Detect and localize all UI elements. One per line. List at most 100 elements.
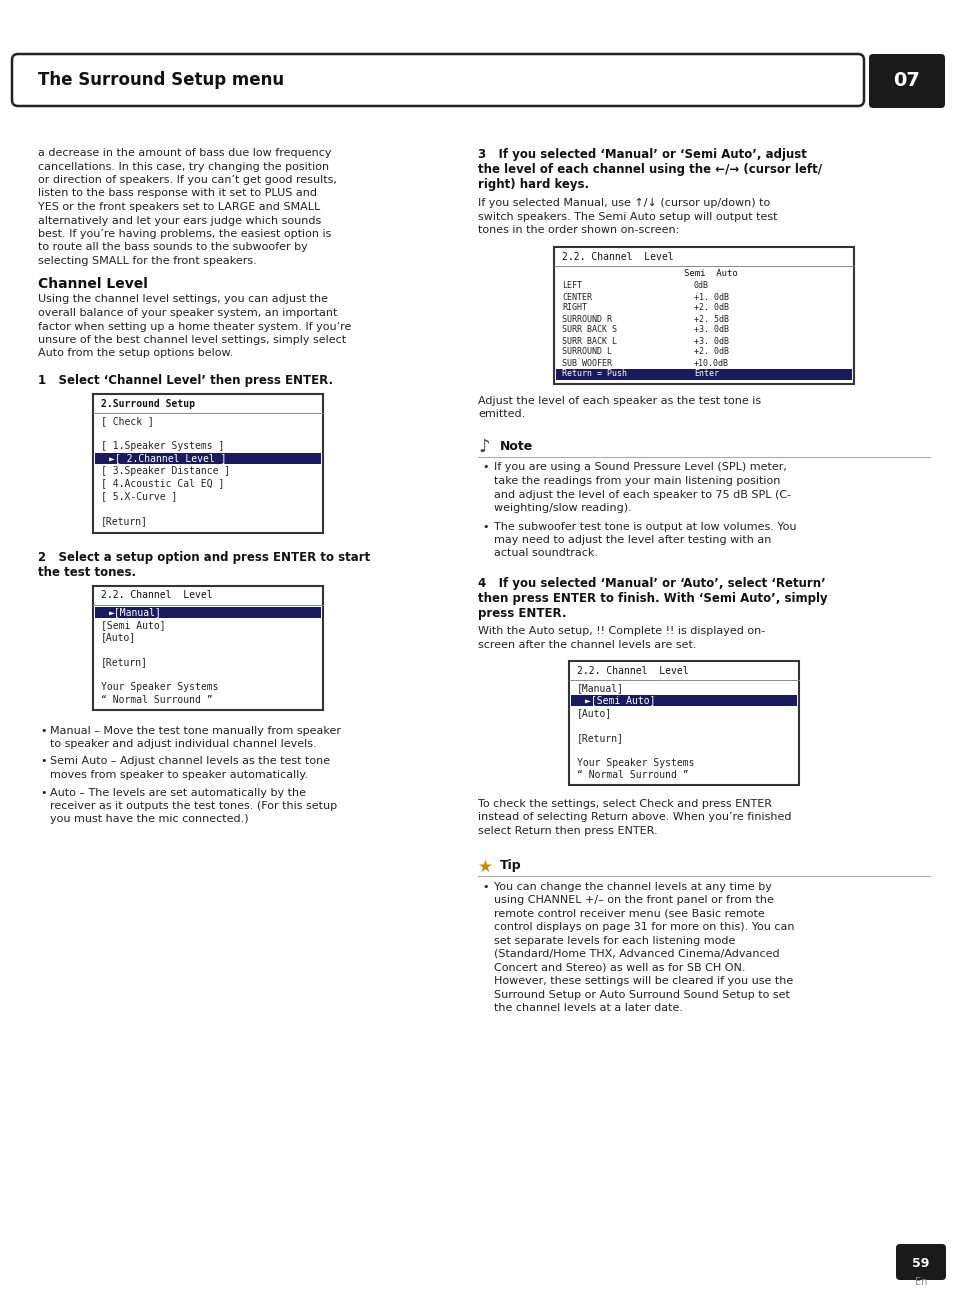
Text: If you selected Manual, use ↑/↓ (cursor up/down) to: If you selected Manual, use ↑/↓ (cursor …	[477, 198, 769, 208]
Text: 2.2. Channel  Level: 2.2. Channel Level	[577, 665, 688, 676]
Text: instead of selecting Return above. When you’re finished: instead of selecting Return above. When …	[477, 812, 791, 823]
Text: +3. 0dB: +3. 0dB	[693, 325, 728, 334]
Text: tones in the order shown on-screen:: tones in the order shown on-screen:	[477, 225, 679, 234]
Text: 2.2. Channel  Level: 2.2. Channel Level	[101, 591, 213, 600]
Bar	[92, 586, 323, 710]
Text: the test tones.: the test tones.	[38, 566, 136, 579]
Text: the channel levels at a later date.: the channel levels at a later date.	[494, 1003, 682, 1013]
Text: ►[Semi Auto]: ►[Semi Auto]	[584, 696, 655, 706]
Text: ►[ 2.Channel Level ]: ►[ 2.Channel Level ]	[109, 453, 226, 464]
Text: Enter: Enter	[693, 369, 719, 379]
Text: receiver as it outputs the test tones. (For this setup: receiver as it outputs the test tones. (…	[50, 800, 336, 811]
Text: However, these settings will be cleared if you use the: However, these settings will be cleared …	[494, 976, 792, 986]
Text: set separate levels for each listening mode: set separate levels for each listening m…	[494, 935, 735, 946]
Text: Using the channel level settings, you can adjust the: Using the channel level settings, you ca…	[38, 295, 328, 304]
Text: take the readings from your main listening position: take the readings from your main listeni…	[494, 476, 780, 486]
Text: screen after the channel levels are set.: screen after the channel levels are set.	[477, 639, 696, 650]
Text: [Auto]: [Auto]	[577, 707, 612, 718]
Text: [ 1.Speaker Systems ]: [ 1.Speaker Systems ]	[101, 441, 224, 451]
Text: Tip: Tip	[499, 858, 521, 871]
Text: ★: ★	[477, 858, 493, 875]
Text: +2. 0dB: +2. 0dB	[693, 304, 728, 313]
Text: actual soundtrack.: actual soundtrack.	[494, 549, 598, 558]
Text: RIGHT: RIGHT	[561, 304, 586, 313]
Text: [ 5.X-Curve ]: [ 5.X-Curve ]	[101, 491, 177, 500]
Text: Surround Setup or Auto Surround Sound Setup to set: Surround Setup or Auto Surround Sound Se…	[494, 989, 789, 1000]
Text: En: En	[914, 1277, 926, 1286]
Text: You can change the channel levels at any time by: You can change the channel levels at any…	[494, 882, 771, 892]
Text: emitted.: emitted.	[477, 409, 525, 419]
FancyBboxPatch shape	[12, 54, 863, 106]
Text: to route all the bass sounds to the subwoofer by: to route all the bass sounds to the subw…	[38, 242, 308, 253]
Text: 2.Surround Setup: 2.Surround Setup	[101, 400, 194, 409]
Bar	[95, 452, 320, 464]
Text: +2. 5dB: +2. 5dB	[693, 314, 728, 324]
Text: press ENTER.: press ENTER.	[477, 607, 566, 620]
Text: +1. 0dB: +1. 0dB	[693, 292, 728, 301]
Text: right) hard keys.: right) hard keys.	[477, 178, 589, 191]
Text: To check the settings, select Check and press ENTER: To check the settings, select Check and …	[477, 799, 771, 810]
Text: •: •	[40, 756, 47, 766]
Text: +2. 0dB: +2. 0dB	[693, 347, 728, 356]
Text: factor when setting up a home theater system. If you’re: factor when setting up a home theater sy…	[38, 321, 351, 331]
Text: SURR BACK L: SURR BACK L	[561, 337, 617, 346]
Text: Note: Note	[499, 439, 533, 452]
Text: The Surround Setup menu: The Surround Setup menu	[38, 71, 284, 89]
Text: a decrease in the amount of bass due low frequency: a decrease in the amount of bass due low…	[38, 148, 331, 159]
Text: using CHANNEL +/– on the front panel or from the: using CHANNEL +/– on the front panel or …	[494, 895, 773, 905]
Text: SURROUND L: SURROUND L	[561, 347, 612, 356]
Text: [Return]: [Return]	[101, 516, 148, 527]
Text: If you are using a Sound Pressure Level (SPL) meter,: If you are using a Sound Pressure Level …	[494, 462, 786, 473]
Text: control displays on page 31 for more on this). You can: control displays on page 31 for more on …	[494, 922, 794, 931]
Text: •: •	[481, 462, 488, 473]
Text: overall balance of your speaker system, an important: overall balance of your speaker system, …	[38, 308, 337, 318]
Text: The subwoofer test tone is output at low volumes. You: The subwoofer test tone is output at low…	[494, 521, 796, 532]
FancyBboxPatch shape	[868, 54, 944, 107]
FancyBboxPatch shape	[895, 1244, 945, 1280]
Text: to speaker and adjust individual channel levels.: to speaker and adjust individual channel…	[50, 739, 316, 749]
Bar	[554, 246, 853, 384]
Text: “ Normal Surround ”: “ Normal Surround ”	[577, 770, 688, 781]
Text: cancellations. In this case, try changing the position: cancellations. In this case, try changin…	[38, 161, 329, 172]
Text: 3   If you selected ‘Manual’ or ‘Semi Auto’, adjust: 3 If you selected ‘Manual’ or ‘Semi Auto…	[477, 148, 806, 161]
Text: LEFT: LEFT	[561, 282, 581, 291]
Text: moves from speaker to speaker automatically.: moves from speaker to speaker automatica…	[50, 770, 308, 779]
Text: 07: 07	[893, 72, 920, 90]
Text: YES or the front speakers set to LARGE and SMALL: YES or the front speakers set to LARGE a…	[38, 202, 320, 212]
Text: Return = Push: Return = Push	[561, 369, 626, 379]
Text: Adjust the level of each speaker as the test tone is: Adjust the level of each speaker as the …	[477, 396, 760, 406]
Text: 4   If you selected ‘Manual’ or ‘Auto’, select ‘Return’: 4 If you selected ‘Manual’ or ‘Auto’, se…	[477, 576, 825, 590]
Bar	[95, 607, 320, 618]
Text: [Semi Auto]: [Semi Auto]	[101, 620, 166, 630]
Text: the level of each channel using the ←/→ (cursor left/: the level of each channel using the ←/→ …	[477, 162, 821, 176]
Text: Concert and Stereo) as well as for SB CH ON.: Concert and Stereo) as well as for SB CH…	[494, 963, 744, 972]
Text: •: •	[481, 882, 488, 892]
Text: select Return then press ENTER.: select Return then press ENTER.	[477, 827, 657, 836]
Text: 59: 59	[911, 1258, 929, 1269]
Text: best. If you’re having problems, the easiest option is: best. If you’re having problems, the eas…	[38, 229, 331, 238]
Text: ►[Manual]: ►[Manual]	[109, 608, 162, 617]
Text: SURR BACK S: SURR BACK S	[561, 325, 617, 334]
Text: Your Speaker Systems: Your Speaker Systems	[101, 683, 218, 693]
Text: “ Normal Surround ”: “ Normal Surround ”	[101, 696, 213, 705]
Text: SURROUND R: SURROUND R	[561, 314, 612, 324]
Bar	[571, 694, 796, 706]
Text: 2   Select a setup option and press ENTER to start: 2 Select a setup option and press ENTER …	[38, 550, 370, 563]
Text: [Return]: [Return]	[101, 658, 148, 668]
Text: (Standard/Home THX, Advanced Cinema/Advanced: (Standard/Home THX, Advanced Cinema/Adva…	[494, 948, 779, 959]
Text: Auto from the setup options below.: Auto from the setup options below.	[38, 348, 233, 359]
Text: [ 3.Speaker Distance ]: [ 3.Speaker Distance ]	[101, 466, 230, 476]
Text: Semi  Auto: Semi Auto	[683, 269, 737, 278]
Text: [ Check ]: [ Check ]	[101, 417, 153, 426]
Text: may need to adjust the level after testing with an: may need to adjust the level after testi…	[494, 534, 771, 545]
Text: •: •	[40, 787, 47, 798]
Bar	[568, 662, 799, 785]
Text: alternatively and let your ears judge which sounds: alternatively and let your ears judge wh…	[38, 216, 321, 225]
Text: you must have the mic connected.): you must have the mic connected.)	[50, 815, 249, 824]
Text: [Auto]: [Auto]	[101, 633, 136, 642]
Text: •: •	[481, 521, 488, 532]
Text: +10.0dB: +10.0dB	[693, 359, 728, 368]
Text: 1   Select ‘Channel Level’ then press ENTER.: 1 Select ‘Channel Level’ then press ENTE…	[38, 373, 333, 386]
Text: selecting SMALL for the front speakers.: selecting SMALL for the front speakers.	[38, 255, 256, 266]
Text: •: •	[40, 726, 47, 735]
